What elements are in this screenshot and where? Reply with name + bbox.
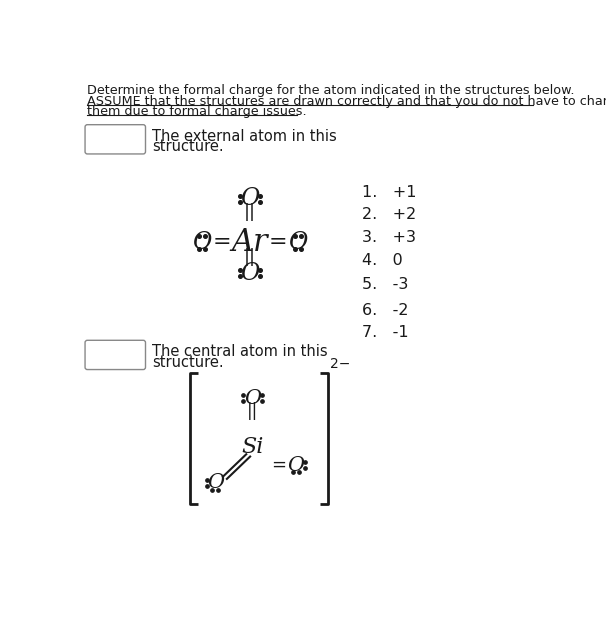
Text: =: = [213,233,231,253]
Text: Si: Si [241,435,264,458]
Text: 2−: 2− [330,357,350,371]
Text: them due to formal charge issues.: them due to formal charge issues. [87,106,307,118]
Text: =: = [268,233,287,253]
Text: =: = [271,456,286,474]
Text: Determine the formal charge for the atom indicated in the structures below.: Determine the formal charge for the atom… [87,84,575,97]
Text: O: O [192,231,211,254]
Text: ||: || [244,248,256,266]
Text: The central atom in this: The central atom in this [152,344,327,359]
Text: The external atom in this: The external atom in this [152,129,336,144]
Text: ASSUME that the structures are drawn correctly and that you do not have to chang: ASSUME that the structures are drawn cor… [87,95,606,108]
Text: v: v [117,348,125,361]
FancyBboxPatch shape [85,124,145,154]
Text: ||: || [247,402,258,420]
Text: O: O [241,187,260,210]
Text: O: O [207,473,224,492]
Text: O: O [241,262,260,285]
Text: structure.: structure. [152,139,224,154]
Text: Ar: Ar [232,227,268,258]
Text: v: v [117,132,125,145]
Text: 1.   +1: 1. +1 [362,185,417,200]
Text: O: O [288,231,308,254]
Text: ||: || [244,203,256,221]
Text: 3.   +3: 3. +3 [362,230,416,245]
Text: 7.   -1: 7. -1 [362,325,409,340]
Text: 5.   -3: 5. -3 [362,277,409,292]
Text: structure.: structure. [152,355,224,370]
Text: O: O [244,389,261,407]
FancyBboxPatch shape [85,340,145,369]
Text: O: O [287,455,304,475]
Text: 4.   0: 4. 0 [362,253,403,268]
Text: 2.   +2: 2. +2 [362,207,417,222]
Text: 6.   -2: 6. -2 [362,302,409,318]
